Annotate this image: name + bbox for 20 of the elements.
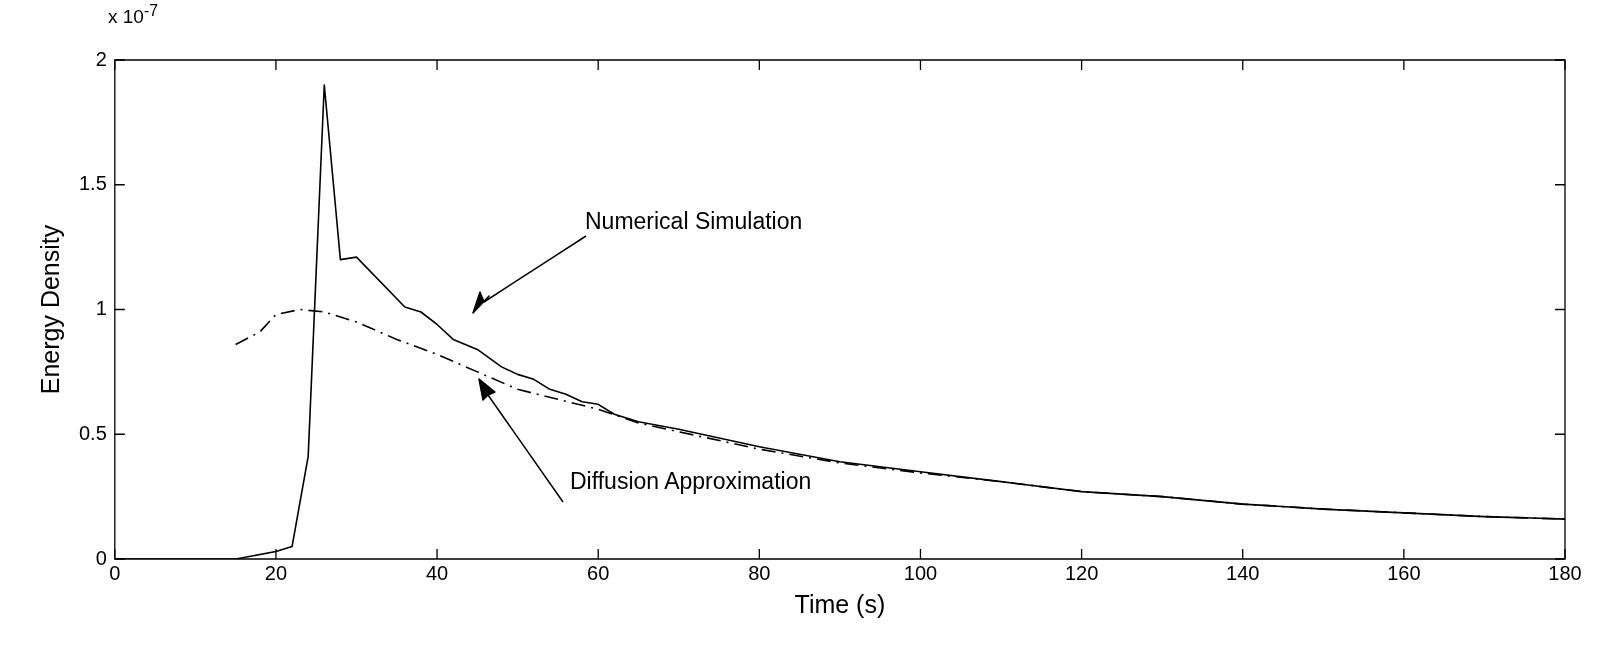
- x-tick-label: 140: [1226, 561, 1260, 584]
- x-tick-label: 180: [1548, 561, 1582, 584]
- text: x 10$^{-7}$: [108, 2, 158, 29]
- y-tick-label: 0.5: [78, 421, 107, 444]
- y-tick-label: 1: [95, 297, 107, 320]
- y-tick-label: 0: [95, 546, 107, 569]
- x-tick-label: 40: [425, 561, 449, 584]
- annotation: Diffusion Approximation: [570, 468, 812, 495]
- x-tick-label: 100: [903, 561, 938, 584]
- y-tick-label: 2: [95, 47, 107, 70]
- x-axis-title: Time (s): [794, 589, 886, 618]
- y-tick-label: 1.5: [78, 172, 107, 195]
- x-tick-label: 0: [109, 561, 121, 584]
- x-tick-label: 120: [1064, 561, 1099, 584]
- annotation: Numerical Simulation: [585, 208, 803, 235]
- y-axis-title: Energy Density: [35, 224, 64, 395]
- x-tick-label: 20: [264, 561, 288, 584]
- x-tick-label: 160: [1387, 561, 1421, 584]
- x-tick-label: 80: [748, 561, 771, 584]
- x-tick-label: 60: [587, 561, 610, 584]
